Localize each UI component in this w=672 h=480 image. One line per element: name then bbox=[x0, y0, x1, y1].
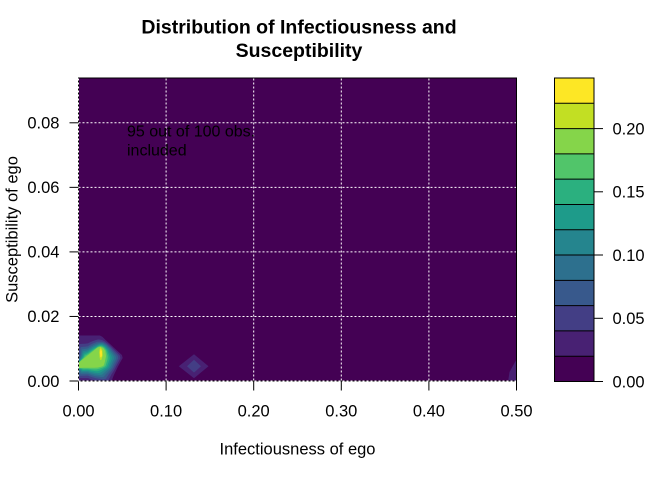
svg-text:0.40: 0.40 bbox=[413, 403, 445, 421]
svg-text:Distribution of Infectiousness: Distribution of Infectiousness and bbox=[141, 17, 456, 39]
svg-text:0.00: 0.00 bbox=[27, 373, 59, 391]
svg-text:0.05: 0.05 bbox=[613, 310, 645, 328]
svg-text:Infectiousness of ego: Infectiousness of ego bbox=[220, 441, 376, 459]
svg-text:0.50: 0.50 bbox=[500, 403, 532, 421]
svg-text:0.30: 0.30 bbox=[325, 403, 357, 421]
svg-text:0.10: 0.10 bbox=[150, 403, 182, 421]
svg-text:0.08: 0.08 bbox=[27, 115, 59, 133]
svg-text:0.10: 0.10 bbox=[613, 247, 645, 265]
svg-text:0.04: 0.04 bbox=[27, 244, 59, 262]
svg-text:0.02: 0.02 bbox=[27, 308, 59, 326]
svg-text:95 out of 100 obs.: 95 out of 100 obs. bbox=[127, 124, 255, 141]
svg-text:included: included bbox=[127, 143, 187, 160]
svg-text:Susceptibility: Susceptibility bbox=[236, 40, 363, 62]
svg-text:0.20: 0.20 bbox=[238, 403, 270, 421]
svg-text:0.00: 0.00 bbox=[62, 403, 94, 421]
svg-text:0.06: 0.06 bbox=[27, 179, 59, 197]
svg-text:0.00: 0.00 bbox=[613, 373, 645, 391]
svg-text:Susceptibility of ego: Susceptibility of ego bbox=[4, 156, 22, 303]
svg-text:0.15: 0.15 bbox=[613, 184, 645, 202]
svg-text:0.20: 0.20 bbox=[613, 120, 645, 138]
